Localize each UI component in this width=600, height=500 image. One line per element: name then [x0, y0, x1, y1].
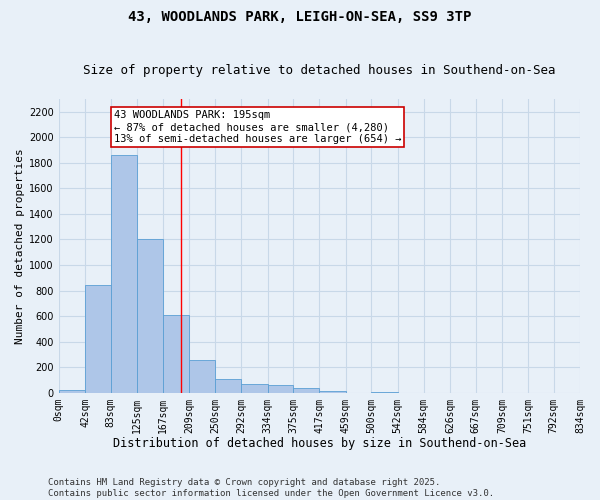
Bar	[85, 286, 110, 393]
Bar	[137, 240, 163, 392]
Bar	[190, 360, 215, 392]
Text: 43, WOODLANDS PARK, LEIGH-ON-SEA, SS9 3TP: 43, WOODLANDS PARK, LEIGH-ON-SEA, SS9 3T…	[128, 10, 472, 24]
Bar	[163, 315, 190, 392]
Text: Contains HM Land Registry data © Crown copyright and database right 2025.
Contai: Contains HM Land Registry data © Crown c…	[48, 478, 494, 498]
Y-axis label: Number of detached properties: Number of detached properties	[15, 148, 25, 344]
Bar	[215, 378, 241, 392]
Bar	[241, 384, 268, 392]
Title: Size of property relative to detached houses in Southend-on-Sea: Size of property relative to detached ho…	[83, 64, 556, 77]
Bar	[268, 385, 293, 392]
Text: 43 WOODLANDS PARK: 195sqm
← 87% of detached houses are smaller (4,280)
13% of se: 43 WOODLANDS PARK: 195sqm ← 87% of detac…	[114, 110, 401, 144]
Bar	[110, 155, 137, 392]
X-axis label: Distribution of detached houses by size in Southend-on-Sea: Distribution of detached houses by size …	[113, 437, 526, 450]
Bar	[59, 390, 85, 392]
Bar	[293, 388, 319, 392]
